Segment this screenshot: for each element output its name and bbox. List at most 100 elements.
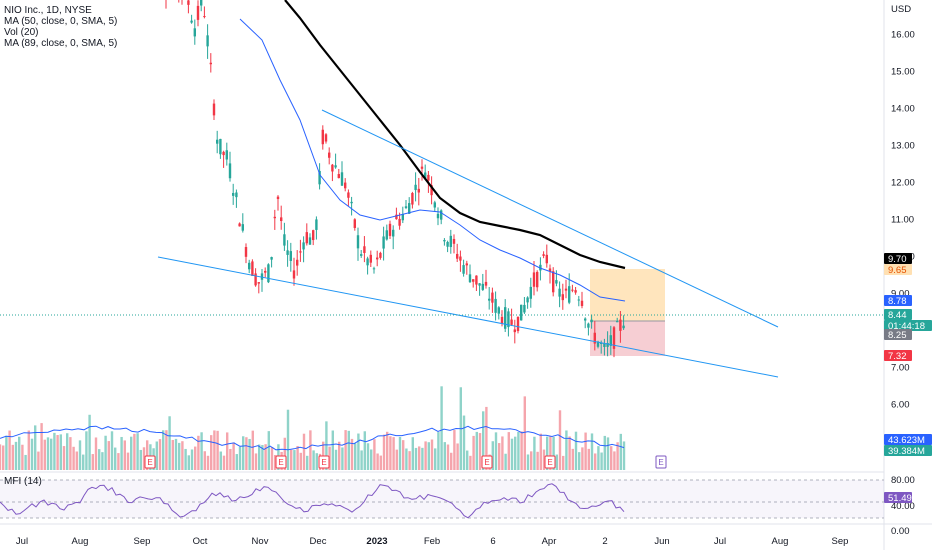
volume-bar (344, 430, 347, 470)
volume-bar (334, 449, 338, 470)
volume-bar (475, 431, 478, 470)
candle-body (187, 0, 190, 5)
volume-bar (136, 433, 139, 470)
volume-bar (18, 436, 21, 470)
volume-bar (59, 434, 62, 470)
candle-body (196, 5, 200, 20)
candle-body (254, 273, 257, 286)
volume-bar (331, 430, 334, 470)
volume-bar (398, 436, 402, 470)
candle-body (436, 213, 440, 219)
volume-bar (37, 451, 40, 470)
volume-bar (267, 431, 270, 470)
candle-body (619, 319, 622, 331)
candle-body (328, 152, 331, 158)
volume-bar (523, 396, 526, 470)
candle-body (609, 335, 612, 346)
volume-bar (414, 447, 418, 470)
volume-bar (325, 421, 328, 470)
price-tick: 16.00 (891, 30, 915, 41)
volume-bar (574, 431, 578, 470)
indicator-ma89-label[interactable]: MA (89, close, 0, SMA, 5) (4, 38, 118, 49)
earnings-marker-label: E (321, 458, 326, 467)
volume-bar (78, 440, 82, 470)
currency-label: USD (891, 4, 911, 15)
indicator-ma50-label[interactable]: MA (50, close, 0, SMA, 5) (4, 16, 118, 27)
volume-bar (197, 435, 200, 470)
candle-body (497, 307, 500, 314)
volume-bar (312, 450, 315, 470)
volume-bar (11, 444, 14, 470)
volume-bar (510, 438, 514, 470)
candle-body (363, 246, 366, 253)
volume-bar (258, 444, 261, 470)
volume-bar (526, 454, 530, 470)
price-label-countdown-text: 01:44:18 (888, 321, 925, 332)
volume-bar (296, 445, 299, 470)
volume-bar (168, 416, 171, 470)
volume-bar (184, 448, 187, 470)
candle-body (331, 164, 334, 172)
candle-body (392, 229, 395, 237)
price-label-target (884, 264, 912, 275)
volume-bar (5, 435, 8, 470)
candle-body (574, 290, 577, 293)
volume-bar (261, 445, 264, 470)
time-tick: Jul (16, 536, 28, 547)
earnings-marker (144, 455, 156, 469)
candle-body (420, 166, 424, 169)
candle-body (558, 288, 561, 297)
candle-body (513, 329, 516, 333)
ma89-line (284, 0, 626, 270)
candle-body (203, 16, 206, 18)
price-tick: 15.00 (891, 67, 915, 78)
volume-bar (613, 451, 616, 470)
volume-bar (53, 432, 56, 470)
volume-bar (206, 455, 210, 470)
candle-body (340, 172, 344, 186)
candle-body (545, 254, 548, 264)
volume-bar (514, 436, 517, 470)
volume-bar (549, 436, 552, 470)
time-tick: Sep (134, 536, 151, 547)
price-label-ma-50 (884, 295, 912, 306)
volume-bar (606, 437, 610, 470)
volume-bar (350, 438, 354, 470)
candle-body (577, 299, 580, 301)
volume-bar (254, 453, 258, 470)
mfi-pane-bg (0, 472, 884, 524)
mfi-label[interactable]: MFI (14) (4, 476, 42, 487)
volume-bar (491, 441, 494, 470)
volume-bar (453, 430, 456, 470)
volume-bar (558, 410, 562, 470)
candle-body (395, 214, 398, 220)
candle-body (561, 294, 564, 301)
volume-bar (578, 452, 581, 470)
candle-body (206, 35, 209, 47)
volume-bar (46, 437, 50, 470)
indicator-vol-label[interactable]: Vol (20) (4, 27, 39, 38)
volume-bar (21, 444, 24, 470)
volume-bar (309, 430, 312, 470)
volume-bar (494, 432, 498, 470)
earnings-marker-label: E (547, 458, 552, 467)
volume-bar (40, 423, 43, 470)
volume-bar (219, 451, 222, 470)
candle-body (478, 283, 481, 286)
candle-body (532, 272, 536, 287)
volume-bar (517, 431, 520, 470)
volume-bar (427, 442, 430, 470)
loss-zone (590, 321, 665, 356)
volume-bar (466, 450, 469, 470)
volume-bar (62, 446, 66, 470)
volume-bar (165, 430, 168, 470)
volume-bar (562, 455, 565, 470)
time-tick: Aug (772, 536, 789, 547)
candle-body (344, 182, 347, 189)
volume-bar (485, 406, 488, 470)
volume-bar (386, 431, 389, 470)
volume-bar (354, 443, 357, 470)
candle-body (481, 283, 484, 290)
candle-body (280, 217, 283, 222)
